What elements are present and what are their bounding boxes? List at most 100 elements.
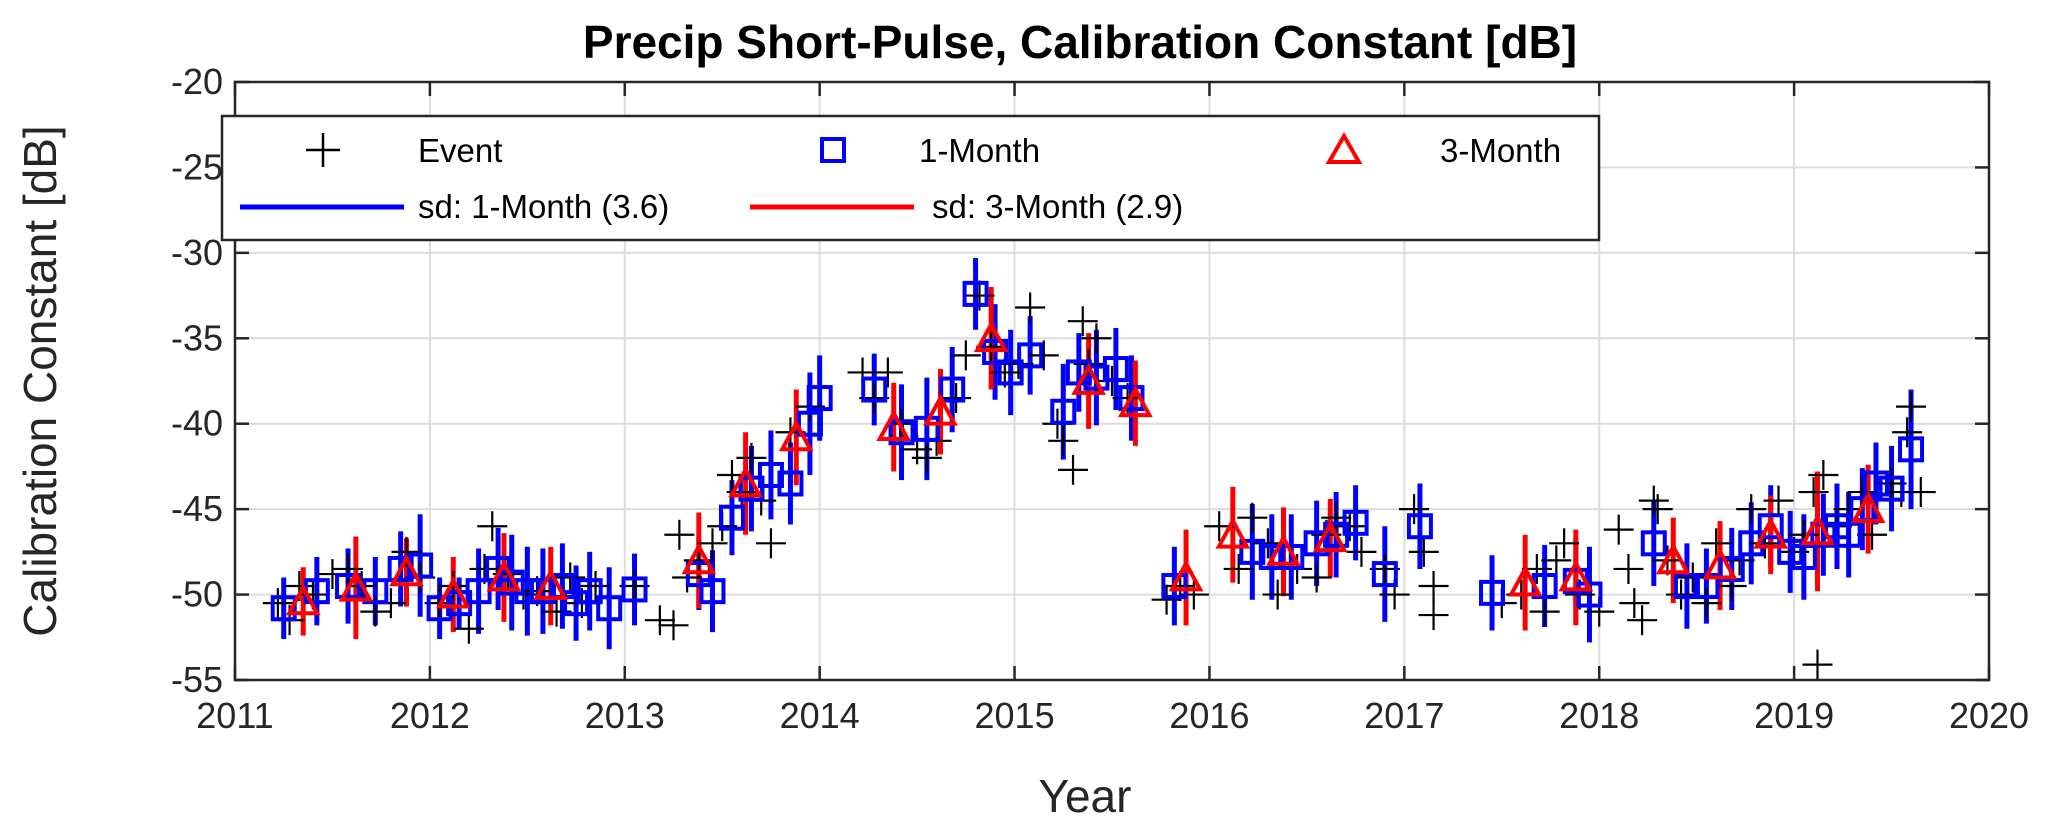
y-tick-label: -35 — [171, 317, 223, 358]
x-tick-label: 2020 — [1949, 695, 2029, 736]
one-month-point — [861, 376, 888, 403]
legend-three-month-label: 3-Month — [1440, 132, 1561, 169]
one-month-point — [1102, 356, 1129, 383]
one-month-point — [1371, 561, 1398, 588]
one-month-point — [1239, 538, 1266, 565]
x-tick-label: 2016 — [1169, 695, 1249, 736]
one-month-point — [1640, 530, 1667, 557]
event-point — [1541, 545, 1572, 576]
y-tick-label: -50 — [171, 574, 223, 615]
three-month-point — [1507, 564, 1543, 597]
three-month-point — [1215, 516, 1251, 549]
one-month-point — [1738, 530, 1765, 557]
one-month-point — [777, 470, 804, 497]
legend-one-month-label: 1-Month — [919, 132, 1040, 169]
y-axis-label: Calibration Constant [dB] — [14, 125, 66, 636]
event-point — [555, 562, 586, 593]
event-point — [262, 588, 293, 619]
one-month-point — [1258, 543, 1285, 570]
one-month-point — [1342, 509, 1369, 536]
one-month-point — [1757, 513, 1784, 540]
event-point — [911, 442, 942, 473]
one-month-point — [1898, 436, 1925, 463]
three-month-point — [728, 465, 763, 498]
event-point — [1301, 562, 1332, 593]
one-month-point — [997, 359, 1024, 386]
event-point — [950, 340, 981, 371]
three-month-point — [1753, 516, 1789, 549]
event-point — [1763, 485, 1794, 516]
event-point — [1798, 477, 1829, 508]
one-month-point — [1777, 538, 1804, 565]
chart-title: Precip Short-Pulse, Calibration Constant… — [583, 16, 1577, 68]
event-point — [1857, 519, 1888, 550]
event-point — [1603, 514, 1634, 545]
three-month-point — [486, 559, 522, 592]
event-point — [941, 383, 972, 414]
event-point — [438, 571, 469, 602]
three-month-point — [1800, 513, 1835, 546]
event-point — [1627, 605, 1658, 636]
event-point — [872, 357, 903, 388]
three-month-point — [1702, 547, 1738, 580]
three-month-point — [1266, 533, 1301, 566]
event-point — [755, 528, 786, 559]
one-month-point — [757, 461, 784, 488]
one-month-point — [1050, 398, 1077, 425]
event-point — [1701, 528, 1732, 559]
one-month-point — [939, 376, 966, 403]
one-month-point — [270, 595, 297, 622]
event-point — [333, 553, 364, 584]
one-month-point — [888, 419, 915, 446]
x-tick-label: 2012 — [390, 695, 470, 736]
x-tick-label: 2013 — [585, 695, 665, 736]
y-tick-label: -30 — [171, 232, 223, 273]
event-point — [453, 613, 484, 644]
one-month-point — [1790, 543, 1817, 570]
one-month-point — [718, 504, 745, 531]
event-point — [1808, 459, 1839, 490]
event-point — [1262, 579, 1293, 610]
plot-data — [262, 257, 1936, 680]
one-month-point — [1576, 581, 1603, 608]
one-month-point — [1718, 555, 1745, 582]
event-point — [736, 442, 767, 473]
one-month-point — [1673, 573, 1700, 600]
legend-box — [220, 114, 1601, 242]
event-point — [1892, 417, 1923, 448]
event-point — [1736, 494, 1767, 525]
x-axis-label: Year — [1039, 770, 1132, 822]
legend-one-month-marker — [820, 137, 846, 163]
x-tick-label: 2019 — [1754, 695, 1834, 736]
y-tick-label: -25 — [171, 146, 223, 187]
one-month-point — [1118, 385, 1145, 412]
three-month-point — [876, 408, 912, 442]
one-month-point — [1835, 521, 1862, 548]
event-point — [1905, 477, 1936, 508]
plot-area-border — [233, 80, 1991, 682]
legend-event-marker — [306, 133, 340, 167]
three-month-point — [338, 569, 374, 602]
three-month-point — [778, 419, 814, 452]
three-month-point — [435, 576, 471, 609]
three-month-point — [1118, 385, 1153, 418]
event-point — [1666, 579, 1697, 610]
one-month-point — [596, 595, 623, 622]
y-tick-label: -45 — [171, 488, 223, 529]
three-month-point — [1558, 559, 1594, 592]
event-point — [1613, 553, 1644, 584]
event-point — [1691, 588, 1722, 619]
three-month-point — [1655, 542, 1691, 575]
legend-sd-three-month-label: sd: 3-Month (2.9) — [932, 188, 1183, 225]
one-month-point — [621, 576, 648, 603]
event-point — [1418, 571, 1449, 602]
one-month-point — [1303, 530, 1330, 557]
event-point — [1081, 323, 1112, 354]
event-point — [1334, 511, 1365, 542]
event-point — [1529, 596, 1560, 627]
event-point — [1015, 292, 1046, 323]
event-point — [1252, 528, 1283, 559]
event-point — [1346, 536, 1377, 567]
event-point — [1677, 562, 1708, 593]
